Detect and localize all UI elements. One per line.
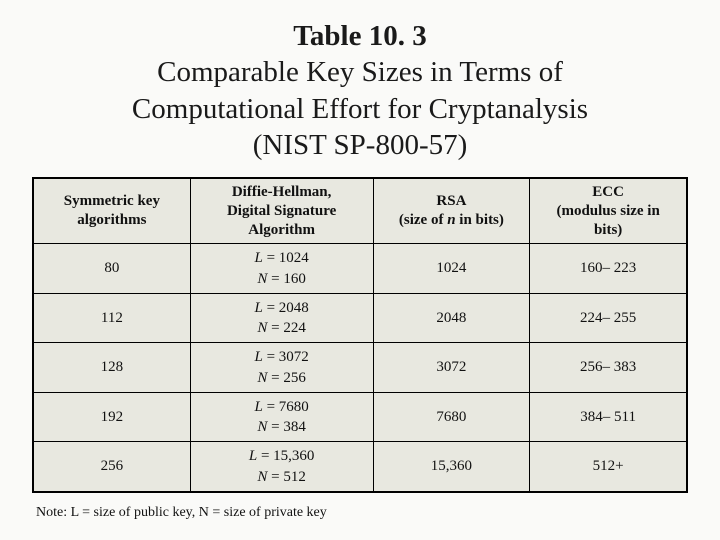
cell-dh: L = 7680 N = 384 [190,392,373,442]
title-line-2: Comparable Key Sizes in Terms of [30,54,690,90]
dh-L: 15,360 [273,448,314,464]
cell-sym: 128 [34,343,191,393]
table-header-row: Symmetric keyalgorithms Diffie-Hellman,D… [34,179,687,244]
dh-L: 2048 [279,300,309,316]
cell-rsa: 2048 [373,293,530,343]
col-label: RSA(size of n in bits) [399,193,504,228]
dh-L: 1024 [279,250,309,266]
cell-rsa: 3072 [373,343,530,393]
dh-L: 7680 [279,399,309,415]
table-row: 112 L = 2048 N = 224 2048 224– 255 [34,293,687,343]
table-body: 80 L = 1024 N = 160 1024 160– 223 112 L … [34,244,687,492]
footnote: Note: L = size of public key, N = size o… [36,505,690,521]
col-label: Symmetric keyalgorithms [64,193,160,228]
cell-ecc: 384– 511 [530,392,687,442]
title-line-4: (NIST SP-800-57) [30,127,690,163]
col-ecc: ECC(modulus size inbits) [530,179,687,244]
cell-rsa: 7680 [373,392,530,442]
cell-dh: L = 2048 N = 224 [190,293,373,343]
table-row: 128 L = 3072 N = 256 3072 256– 383 [34,343,687,393]
cell-ecc: 160– 223 [530,244,687,294]
title-line-1: Table 10. 3 [30,18,690,54]
cell-rsa: 15,360 [373,442,530,492]
cell-sym: 256 [34,442,191,492]
cell-dh: L = 1024 N = 160 [190,244,373,294]
cell-ecc: 512+ [530,442,687,492]
col-label: ECC(modulus size inbits) [556,184,659,238]
cell-ecc: 256– 383 [530,343,687,393]
dh-N: 384 [283,419,306,435]
cell-dh: L = 3072 N = 256 [190,343,373,393]
cell-ecc: 224– 255 [530,293,687,343]
slide: Table 10. 3 Comparable Key Sizes in Term… [0,0,720,540]
title-line-3: Computational Effort for Cryptanalysis [30,91,690,127]
cell-sym: 80 [34,244,191,294]
key-sizes-table: Symmetric keyalgorithms Diffie-Hellman,D… [33,178,687,492]
title-block: Table 10. 3 Comparable Key Sizes in Term… [30,18,690,163]
dh-L: 3072 [279,349,309,365]
table-row: 192 L = 7680 N = 384 7680 384– 511 [34,392,687,442]
dh-N: 256 [283,370,306,386]
dh-N: 160 [283,271,306,287]
table-row: 80 L = 1024 N = 160 1024 160– 223 [34,244,687,294]
cell-dh: L = 15,360 N = 512 [190,442,373,492]
cell-rsa: 1024 [373,244,530,294]
col-symmetric: Symmetric keyalgorithms [34,179,191,244]
dh-N: 512 [283,469,306,485]
table-row: 256 L = 15,360 N = 512 15,360 512+ [34,442,687,492]
dh-N: 224 [283,320,306,336]
cell-sym: 112 [34,293,191,343]
cell-sym: 192 [34,392,191,442]
table-wrap: Symmetric keyalgorithms Diffie-Hellman,D… [32,177,688,493]
col-dh: Diffie-Hellman,Digital SignatureAlgorith… [190,179,373,244]
col-label: Diffie-Hellman,Digital SignatureAlgorith… [227,184,336,238]
col-rsa: RSA(size of n in bits) [373,179,530,244]
